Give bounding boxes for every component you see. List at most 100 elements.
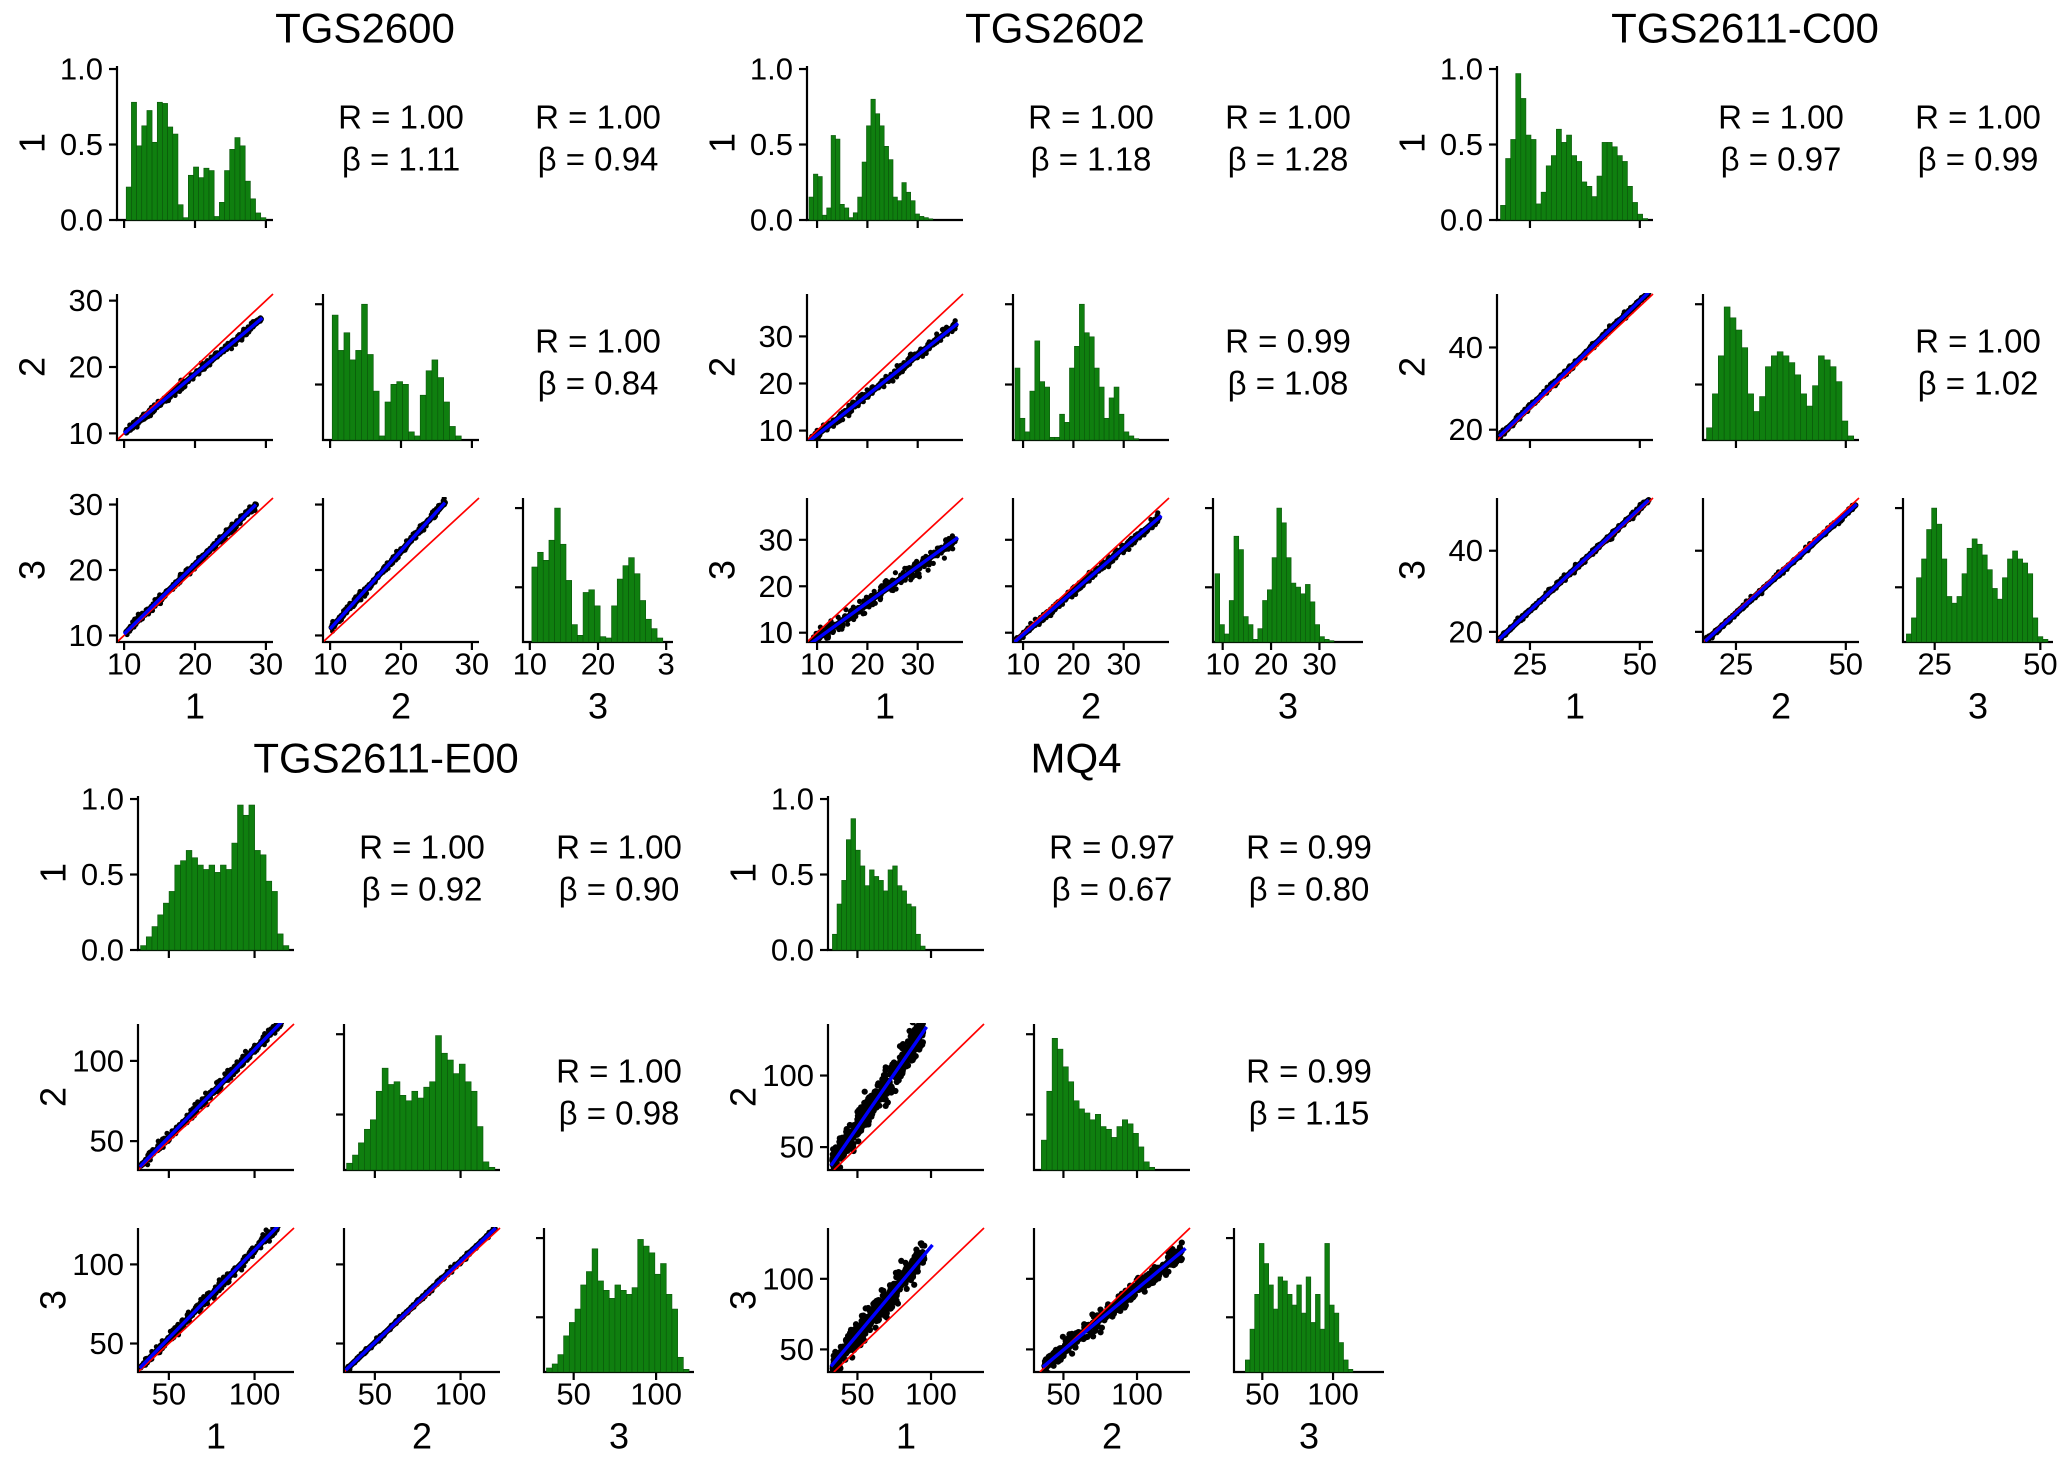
hist-bar: [208, 170, 215, 221]
hist-bar: [537, 551, 544, 643]
sensor-panel-TGS2611-C00: TGS2611-C00 1 2 3 0.0 0.5 1.0 R = 1.00 β = 0.97 R…: [1392, 5, 2058, 727]
hist-bar: [839, 203, 845, 221]
fit-line: [139, 1227, 279, 1370]
hist-bar: [282, 945, 290, 951]
x-axis-label: 2: [1081, 686, 1101, 727]
scatter-cloud: [118, 293, 274, 440]
hist-bar: [1105, 1128, 1112, 1171]
hist-bar: [1706, 427, 1713, 441]
y-tick-label: 50: [90, 1326, 124, 1361]
hist-bar: [1956, 596, 1963, 643]
fit-line: [809, 536, 959, 642]
hist-bar: [551, 1363, 559, 1373]
fit-line: [345, 1227, 497, 1372]
hist-bar: [1103, 417, 1110, 441]
x-tick-label: 10: [313, 647, 347, 682]
hist-bar: [1039, 381, 1046, 441]
hist-bar: [414, 435, 421, 441]
hist-bar: [1765, 366, 1772, 441]
hist-bar: [1314, 624, 1320, 643]
hist-bar: [1576, 161, 1583, 221]
hist-bar: [1921, 558, 1927, 643]
hist-bar: [1328, 640, 1335, 643]
x-tick-label: 50: [358, 1377, 392, 1412]
y-tick-label: 1.0: [771, 782, 814, 817]
row-label-3: 3: [12, 560, 53, 580]
identity-line: [833, 1023, 985, 1170]
hist-bar: [260, 854, 267, 951]
y-tick-label: 10: [759, 615, 793, 650]
hist-bar: [384, 401, 392, 441]
x-axis-label: 3: [609, 1416, 629, 1457]
hist-bar: [910, 906, 917, 951]
hist-bar: [1088, 336, 1095, 441]
hist-bar: [449, 426, 456, 441]
stat-r-text: R = 1.00: [535, 99, 661, 136]
hist-bar: [1271, 557, 1278, 643]
hist-bar: [1286, 557, 1292, 643]
sensor-title: TGS2602: [965, 5, 1145, 52]
hist-bar: [1319, 636, 1325, 643]
hist-bar: [1997, 598, 2003, 643]
hist-bar: [1510, 139, 1517, 221]
hist-bar: [1100, 1126, 1107, 1171]
scatter-cloud: [808, 497, 964, 642]
hist-bar: [1029, 390, 1036, 441]
hist-bar: [1257, 628, 1263, 643]
hist-bar: [1228, 600, 1235, 643]
hist-bar: [643, 1245, 650, 1373]
hist-bar: [1062, 1066, 1069, 1171]
x-tick-label: 50: [2023, 647, 2057, 682]
hist-bar: [628, 557, 635, 643]
hist-bar: [431, 359, 439, 441]
y-tick-label: 10: [69, 618, 103, 653]
hist-bar: [1108, 397, 1115, 441]
x-tick-label: 10: [513, 647, 547, 682]
hist-bar: [560, 543, 567, 643]
hist-bar: [1525, 134, 1532, 221]
hist-bar: [151, 141, 158, 221]
hist-bar: [174, 864, 181, 951]
row-label-1: 1: [702, 133, 743, 153]
x-tick-label: 50: [840, 1377, 874, 1412]
hist-bar: [242, 814, 250, 951]
hist-bar: [1976, 543, 1983, 643]
hist-bar: [1089, 1119, 1096, 1171]
hist-bar: [546, 1367, 553, 1373]
fit-line: [139, 1023, 284, 1168]
y-tick-label: 1.0: [1440, 52, 1483, 87]
hist-bar: [813, 173, 819, 221]
hist-bar: [1262, 600, 1268, 643]
hist-bar: [265, 880, 273, 951]
hist-bar: [603, 1290, 610, 1373]
hist-bar: [1788, 362, 1796, 441]
hist-bar: [901, 890, 907, 951]
stat-beta-text: β = 1.18: [1031, 141, 1152, 178]
hist-bar: [1309, 601, 1316, 643]
sensor-panel-TGS2611-E00: TGS2611-E00 1 2 3 0.0 0.5 1.0 R = 1.00 β = 0.92 R…: [33, 735, 694, 1457]
hist-bar: [616, 578, 624, 643]
fit-line: [123, 316, 264, 435]
hist-bar: [464, 1081, 472, 1171]
hist-bar: [1300, 593, 1306, 643]
hist-bar: [1268, 1284, 1274, 1373]
hist-bar: [1267, 589, 1273, 643]
hist-bar: [1282, 1280, 1288, 1373]
sensor-panel-TGS2602: TGS2602 1 2 3 0.0 0.5 1.0 R = 1.00 β = 1.18 R = 1…: [702, 5, 1363, 727]
scatter-cloud: [1704, 497, 1860, 642]
hist-bar: [2042, 639, 2049, 643]
hist-bar: [1971, 538, 1978, 643]
x-axis-label: 1: [875, 686, 895, 727]
x-axis-label: 1: [1565, 686, 1585, 727]
hist-bar: [580, 1284, 587, 1373]
sensor-title: MQ4: [1030, 735, 1121, 782]
hist-bar: [145, 936, 153, 951]
hist-bar: [1084, 332, 1090, 441]
hist-bar: [172, 133, 179, 221]
hist-bar: [1273, 1308, 1279, 1373]
hist-bar: [1835, 381, 1843, 441]
hist-bar: [198, 177, 205, 221]
hist-bar: [1305, 1276, 1312, 1373]
fit-line: [328, 501, 447, 631]
